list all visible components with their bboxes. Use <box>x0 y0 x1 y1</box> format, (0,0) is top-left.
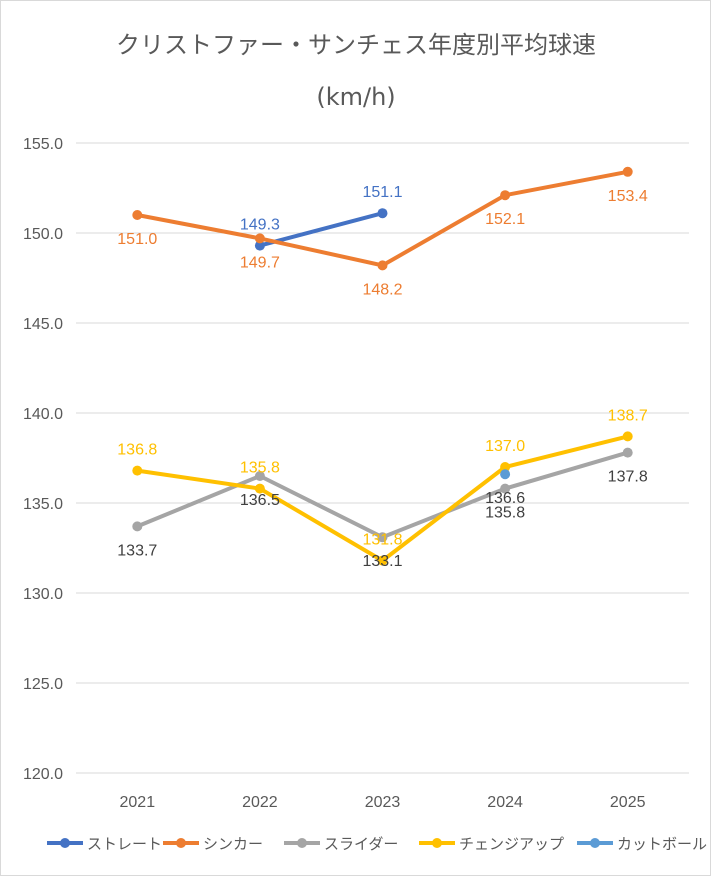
x-tick-label: 2023 <box>365 794 401 811</box>
series-line <box>135 450 630 540</box>
legend-swatch-marker <box>590 838 600 848</box>
x-tick-label: 2021 <box>120 794 156 811</box>
legend-label: シンカー <box>203 835 263 853</box>
y-tick-label: 145.0 <box>23 316 63 333</box>
data-point <box>500 483 511 494</box>
y-tick-label: 125.0 <box>23 676 63 693</box>
legend-label: カットボール <box>617 835 707 853</box>
data-label: 151.0 <box>117 231 157 248</box>
data-label: 135.8 <box>485 505 525 522</box>
legend-swatch-marker <box>176 838 186 848</box>
data-point <box>500 469 511 480</box>
legend-label: スライダー <box>324 835 398 853</box>
data-label: 148.2 <box>362 281 402 298</box>
x-tick-label: 2022 <box>242 794 278 811</box>
legend-label: チェンジアップ <box>459 835 564 853</box>
data-label: 133.7 <box>117 542 157 559</box>
x-tick-label: 2024 <box>487 794 523 811</box>
chart-title: クリストファー・サンチェス年度別平均球速 <box>116 31 596 59</box>
data-point <box>254 471 265 481</box>
data-point <box>254 233 265 244</box>
data-label: 153.4 <box>608 188 648 205</box>
y-tick-label: 135.0 <box>23 496 63 513</box>
data-point <box>500 190 511 201</box>
y-tick-label: 130.0 <box>23 586 63 603</box>
data-point <box>254 483 265 494</box>
legend-swatch-marker <box>60 838 70 848</box>
data-point <box>254 240 265 251</box>
data-point <box>132 210 143 220</box>
data-label: 137.8 <box>608 469 648 486</box>
series-line <box>257 211 385 248</box>
y-tick-label: 155.0 <box>23 136 63 153</box>
data-point <box>622 166 633 177</box>
data-label: 151.1 <box>362 184 402 201</box>
data-point <box>622 447 633 458</box>
data-point <box>132 465 143 476</box>
data-point <box>377 532 388 543</box>
legend-swatch-marker <box>297 838 307 848</box>
data-point <box>132 521 143 532</box>
data-point <box>377 208 388 219</box>
data-point <box>622 431 633 442</box>
y-tick-label: 120.0 <box>23 766 63 783</box>
y-tick-label: 150.0 <box>23 226 63 243</box>
data-point <box>377 260 388 271</box>
data-label: 136.8 <box>117 442 157 459</box>
data-label: 135.8 <box>240 460 280 477</box>
data-point <box>500 462 511 472</box>
data-label: 136.6 <box>485 490 525 507</box>
data-label: 136.5 <box>240 492 280 509</box>
legend-label: ストレート <box>87 835 162 853</box>
data-point <box>377 555 388 566</box>
data-label: 152.1 <box>485 211 525 228</box>
data-label: 137.0 <box>485 438 525 455</box>
x-tick-label: 2025 <box>610 794 646 811</box>
data-label: 149.3 <box>240 217 280 234</box>
y-tick-label: 140.0 <box>23 406 63 423</box>
data-label: 149.7 <box>240 254 280 271</box>
legend-swatch-marker <box>432 838 442 848</box>
data-label: 138.7 <box>608 407 648 424</box>
data-label: 133.1 <box>362 553 402 570</box>
data-label: 131.8 <box>362 532 402 549</box>
chart-subtitle: (km/h) <box>316 83 395 111</box>
